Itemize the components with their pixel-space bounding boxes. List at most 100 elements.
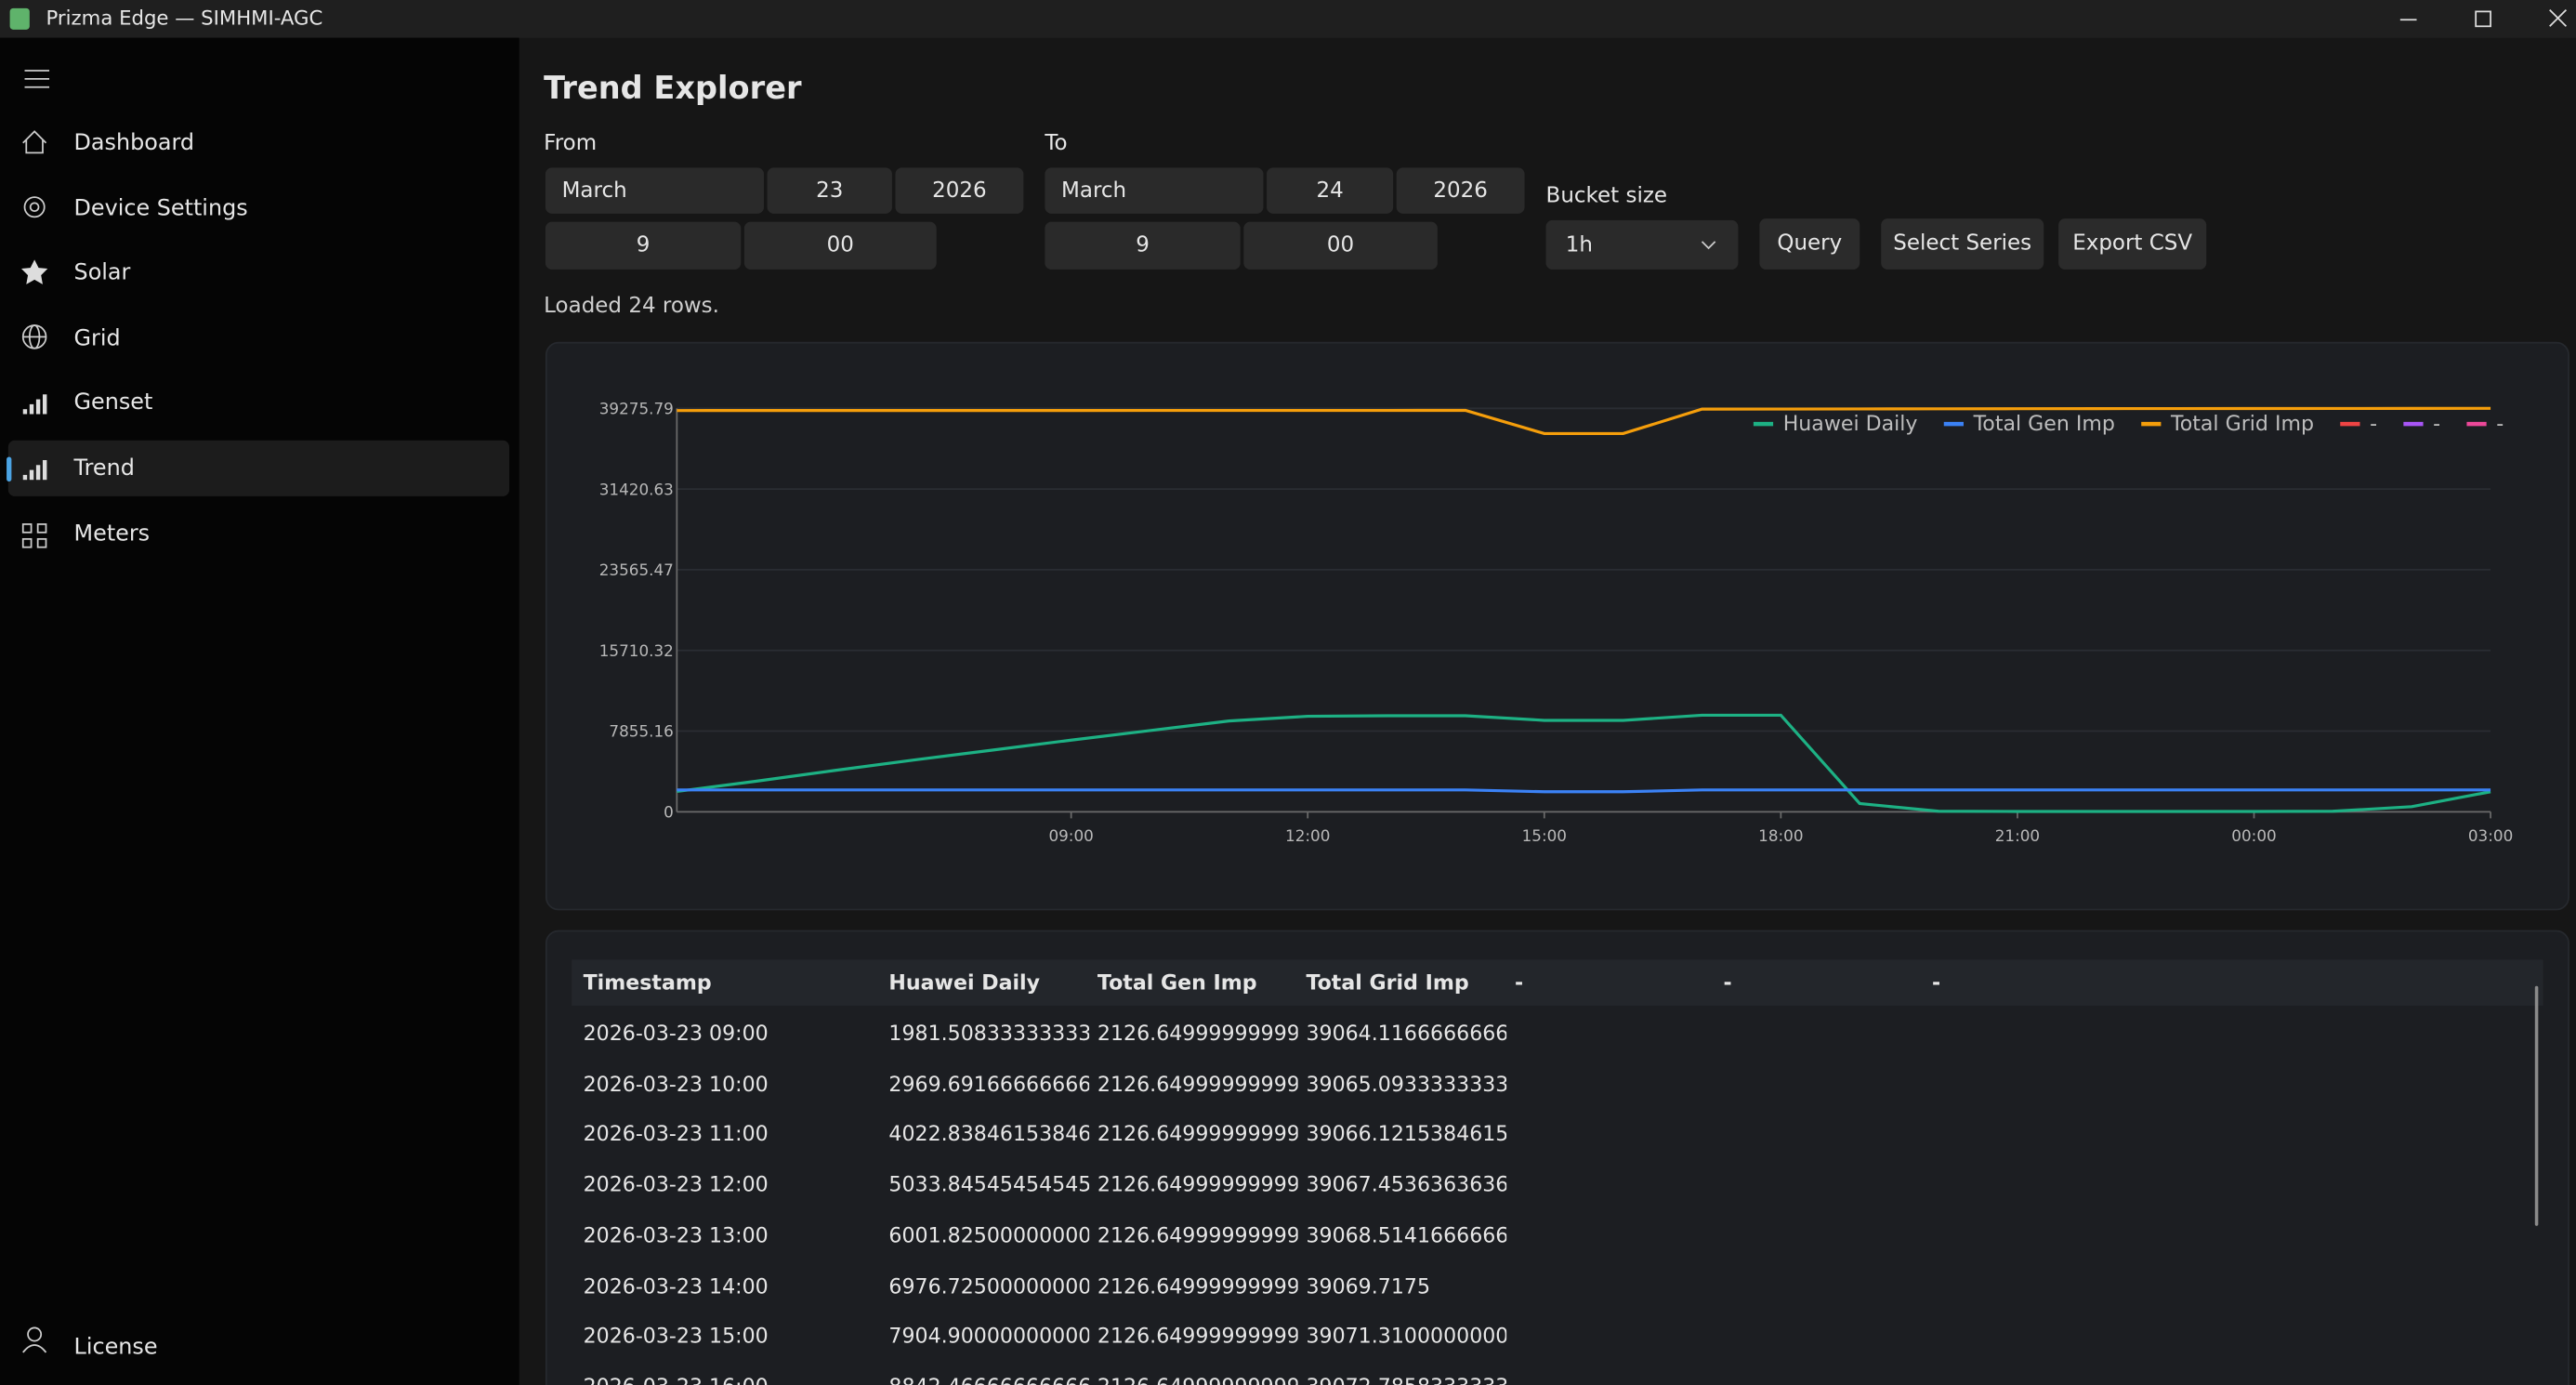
y-tick-label: 23565.47: [599, 561, 674, 579]
nav-item[interactable]: Trend: [73, 455, 135, 481]
sidebar: Dashboard Device Settings Solar Grid Gen…: [0, 37, 519, 1385]
title-bar: Prizma Edge — SIMHMI-AGC: [0, 0, 2576, 38]
table-cell: 2026-03-23 10:00: [583, 1071, 769, 1096]
from-hour[interactable]: 9: [545, 221, 742, 270]
nav-selected: [7, 440, 510, 496]
x-tick-label: 21:00: [1995, 826, 2040, 845]
column-header: Huawei Daily: [888, 970, 1041, 995]
table-panel: Timestamp Huawei Daily Total Gen Imp Total …: [545, 930, 2569, 1385]
column-header: -: [1514, 970, 1524, 995]
nav-item[interactable]: Solar: [73, 259, 131, 286]
export-csv-button[interactable]: Export CSV: [2058, 218, 2207, 270]
table-cell: 2126.649999999999: [1097, 1071, 1298, 1096]
table-cell: 39071.31000000000: [1306, 1323, 1507, 1348]
table-cell: 2026-03-23 15:00: [583, 1323, 769, 1348]
nav-icons: [20, 130, 48, 1353]
table-cell: 6001.825000000001: [888, 1221, 1090, 1247]
window-controls[interactable]: [2390, 7, 2570, 33]
from-day[interactable]: 23: [767, 167, 892, 214]
series-line: [677, 713, 2491, 813]
nav-item[interactable]: Genset: [73, 389, 153, 416]
table-cell: 5033.845454545455: [888, 1171, 1090, 1197]
table-cell: 2026-03-23 12:00: [583, 1171, 769, 1197]
select-series-button[interactable]: Select Series: [1881, 218, 2044, 270]
legend-label: Total Grid Imp: [2170, 412, 2314, 436]
table-cell: 39064.11666666667: [1306, 1020, 1507, 1046]
column-header: Timestamp: [583, 970, 712, 995]
y-tick-label: 31420.63: [599, 480, 674, 498]
x-tick-label: 12:00: [1285, 826, 1330, 845]
table-cell: 7904.900000000001: [888, 1323, 1090, 1348]
x-tick-label: 03:00: [2468, 826, 2513, 845]
table-cell: 2026-03-23 09:00: [583, 1020, 769, 1046]
to-minute[interactable]: 00: [1243, 221, 1438, 270]
table-cell: 2026-03-23 16:00: [584, 1374, 879, 1385]
table-cell: 2126.649999999999: [1097, 1221, 1298, 1247]
chart: 0 7855.16 15710.32 23565.47 31420.63 39275.79…: [599, 400, 2514, 846]
nav-item[interactable]: Meters: [73, 521, 151, 547]
legend-label: Total Gen Imp: [1973, 412, 2115, 436]
legend-label: -: [2370, 412, 2377, 436]
table-cell: 4022.838461538461: [888, 1121, 1090, 1146]
to-day[interactable]: 24: [1267, 167, 1394, 214]
y-tick-label: 0: [664, 803, 674, 822]
page-title: Trend Explorer: [544, 71, 802, 107]
dropdown-chevron: [1701, 241, 1716, 250]
x-tick-label: 15:00: [1522, 826, 1567, 845]
column-header: Total Gen Imp: [1097, 970, 1257, 995]
series-line: [677, 406, 2491, 436]
to-label: To: [1045, 131, 1068, 156]
column-header: Total Grid Imp: [1306, 970, 1469, 995]
scrollbar[interactable]: [2534, 985, 2539, 1226]
legend-label: -: [2433, 412, 2440, 436]
legend-label: -: [2496, 412, 2504, 436]
chart-panel: 0 7855.16 15710.32 23565.47 31420.63 39275.79…: [545, 341, 2569, 911]
x-tick-label: 18:00: [1758, 826, 1803, 845]
table-cell: 6976.725000000001: [888, 1273, 1090, 1298]
to-hour[interactable]: 9: [1045, 221, 1241, 270]
table-cell: 2126.649999999999: [1097, 1273, 1298, 1298]
table-cell: 2126.649999999999: [1097, 1121, 1298, 1146]
table-cell: 2126.649999999999: [1097, 1323, 1298, 1348]
nav-item[interactable]: Device Settings: [73, 195, 248, 222]
column-header: -: [1723, 970, 1732, 995]
table-cell: 39066.12153846154: [1306, 1121, 1507, 1146]
table-cell: 39065.09333333333: [1306, 1071, 1507, 1096]
app-icon: [9, 7, 30, 30]
nav-indicator: [7, 456, 12, 481]
series-line: [677, 788, 2491, 794]
from-year[interactable]: 2026: [895, 167, 1024, 214]
status-text: Loaded 24 rows.: [544, 294, 719, 319]
table-cell: 2026-03-23 14:00: [583, 1273, 769, 1298]
nav-item[interactable]: License: [73, 1334, 158, 1361]
table-cell: 39067.45363636363: [1306, 1171, 1507, 1197]
window-title: Prizma Edge — SIMHMI-AGC: [46, 7, 323, 30]
y-tick-label: 7855.16: [609, 722, 673, 741]
from-label: From: [544, 131, 598, 156]
table-cell: 39068.51416666667: [1306, 1221, 1507, 1247]
table-cell: 2126.649999999999: [1097, 1374, 1298, 1385]
table-cell: 2126.649999999999: [1097, 1020, 1298, 1046]
legend-label: Huawei Daily: [1783, 412, 1918, 436]
from-month[interactable]: March: [545, 167, 765, 214]
query-button[interactable]: Query: [1759, 218, 1860, 270]
table-cell: 39072.78583333333: [1306, 1374, 1506, 1385]
table-cell: 2026-03-23 13:00: [583, 1221, 769, 1247]
table-cell: 1981.508333333333: [888, 1020, 1090, 1046]
table-header-row: [572, 959, 2543, 1006]
to-month[interactable]: March: [1045, 167, 1264, 214]
table-cell: 2969.691666666667: [888, 1071, 1090, 1096]
menu-icon[interactable]: [23, 67, 53, 90]
nav-item[interactable]: Dashboard: [73, 129, 195, 156]
x-tick-label: 09:00: [1048, 826, 1093, 845]
bucket-label: Bucket size: [1545, 184, 1668, 209]
y-tick-label: 15710.32: [599, 641, 674, 660]
table-cell: 8842.466666666667: [888, 1374, 1089, 1385]
table-cell: 39069.7175: [1306, 1273, 1431, 1298]
x-tick-label: 00:00: [2231, 826, 2276, 845]
to-year[interactable]: 2026: [1396, 167, 1525, 214]
nav-item[interactable]: Grid: [73, 325, 121, 352]
y-tick-label: 39275.79: [599, 400, 674, 418]
from-minute[interactable]: 00: [743, 221, 937, 270]
